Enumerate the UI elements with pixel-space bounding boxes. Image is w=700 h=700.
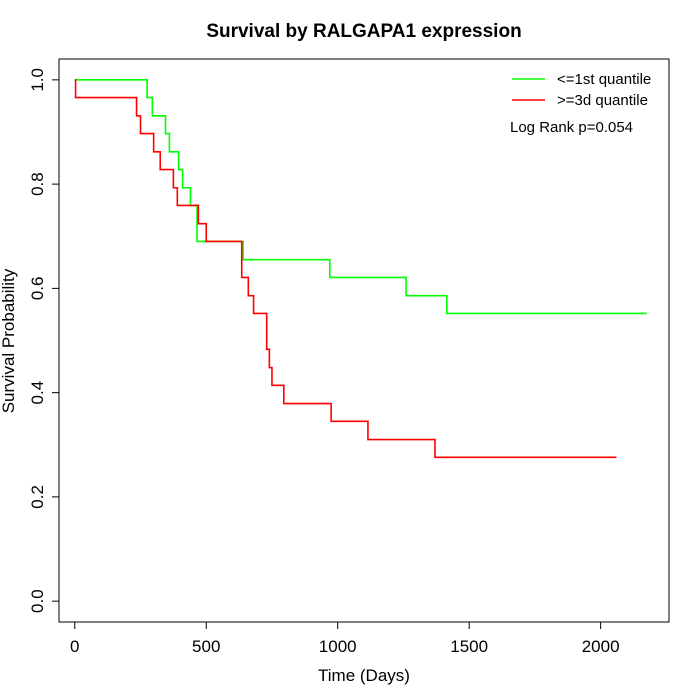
log-rank-annotation: Log Rank p=0.054: [510, 119, 633, 136]
x-tick-label: 0: [70, 637, 79, 656]
y-tick-label: 0.2: [28, 485, 47, 509]
chart-title: Survival by RALGAPA1 expression: [206, 21, 521, 42]
x-axis-label: Time (Days): [318, 666, 410, 685]
legend-label-high: >=3d quantile: [557, 92, 648, 109]
y-tick-label: 0.0: [28, 589, 47, 613]
series-line-low: [74, 79, 647, 315]
plot-area-frame: [58, 58, 670, 623]
series-layer: [74, 79, 647, 459]
legend-label-low: <=1st quantile: [557, 71, 651, 88]
y-axis-label: Survival Probability: [0, 268, 18, 413]
y-tick-label: 0.8: [28, 172, 47, 196]
x-axis: 0 500 1000 1500 2000: [70, 621, 620, 656]
y-tick-label: 0.6: [28, 277, 47, 301]
y-tick-label: 1.0: [28, 68, 47, 92]
y-axis: 0.0 0.2 0.4 0.6 0.8 1.0: [28, 68, 60, 613]
legend: <=1st quantile >=3d quantile Log Rank p=…: [510, 71, 651, 136]
x-tick-label: 2000: [582, 637, 620, 656]
x-tick-label: 1500: [450, 637, 488, 656]
x-tick-label: 1000: [319, 637, 357, 656]
x-tick-label: 500: [192, 637, 220, 656]
y-tick-label: 0.4: [28, 381, 47, 405]
series-line-high: [74, 79, 617, 459]
